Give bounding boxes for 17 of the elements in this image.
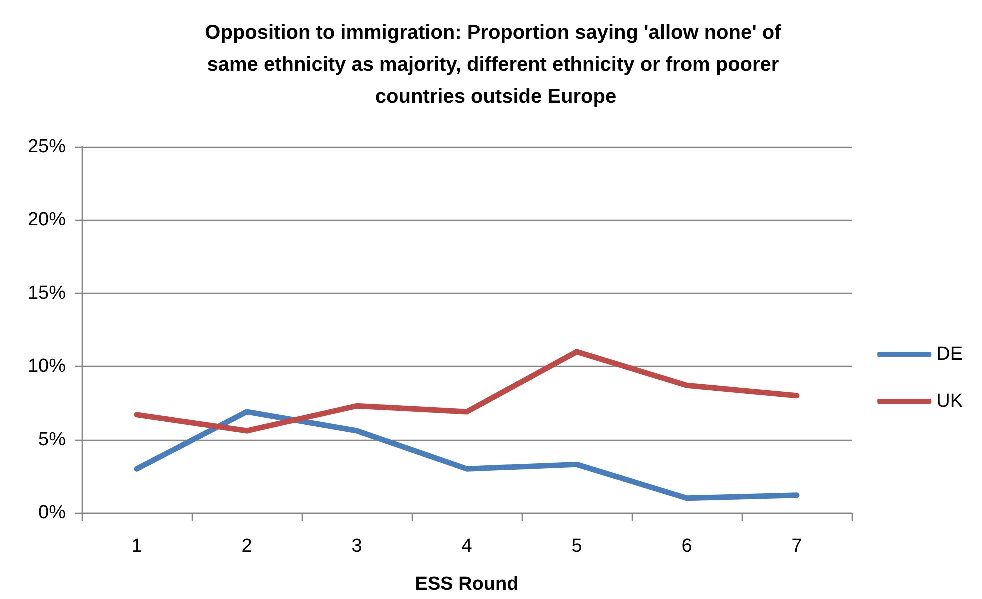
x-tick-label: 2 <box>242 536 252 557</box>
x-tick-label: 7 <box>792 536 802 557</box>
y-tick-label: 10% <box>28 356 66 378</box>
legend-label: DE <box>936 344 964 365</box>
x-tick-label: 1 <box>132 536 142 557</box>
legend-label: UK <box>936 391 964 412</box>
y-tick-label: 5% <box>38 429 66 450</box>
y-tick-label: 20% <box>28 210 66 231</box>
x-tick-label: 6 <box>682 536 692 557</box>
x-tick-label: 5 <box>572 536 582 557</box>
x-tick-label: 4 <box>462 536 473 557</box>
y-tick-label: 0% <box>38 502 66 524</box>
x-axis-title: ESS Round <box>415 574 519 595</box>
y-tick-label: 25% <box>28 136 66 158</box>
chart-title: Opposition to immigration: Proportion saying 'allow none' of same ethnicity as majority, different ethnicity or from poorer countries outside Europe <box>205 22 787 108</box>
y-tick-label: 15% <box>28 282 66 304</box>
x-tick-label: 3 <box>352 536 362 557</box>
